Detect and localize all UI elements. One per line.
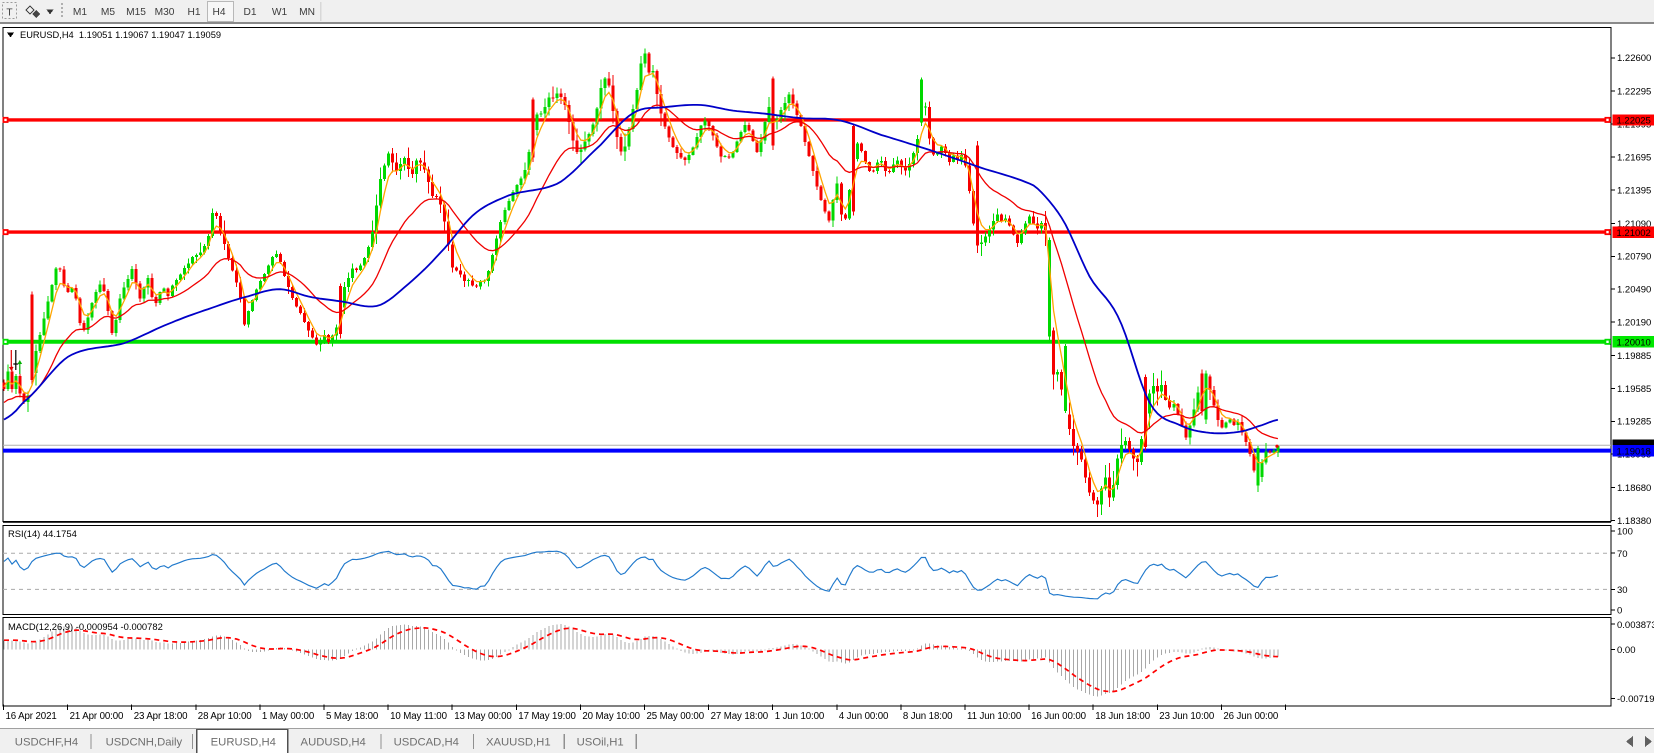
svg-text:23 Apr 18:00: 23 Apr 18:00 [134, 711, 188, 722]
svg-text:1.21695: 1.21695 [1617, 152, 1651, 163]
svg-text:1.19018: 1.19018 [1617, 446, 1651, 457]
svg-text:USDCNH,Daily: USDCNH,Daily [106, 737, 183, 749]
svg-text:26 Jun 00:00: 26 Jun 00:00 [1223, 711, 1279, 722]
svg-text:1.18680: 1.18680 [1617, 483, 1651, 494]
svg-text:H1: H1 [187, 7, 200, 18]
svg-text:27 May 18:00: 27 May 18:00 [711, 711, 769, 722]
svg-text:-0.007195: -0.007195 [1617, 694, 1654, 705]
svg-text:1.18380: 1.18380 [1617, 516, 1651, 527]
svg-text:1.20190: 1.20190 [1617, 318, 1651, 329]
svg-text:10 May 11:00: 10 May 11:00 [390, 711, 447, 722]
svg-text:1.20490: 1.20490 [1617, 285, 1651, 296]
svg-text:100: 100 [1617, 527, 1633, 538]
svg-text:USDCAD,H4: USDCAD,H4 [394, 737, 459, 749]
svg-text:16 Jun 00:00: 16 Jun 00:00 [1031, 711, 1087, 722]
svg-text:1.22025: 1.22025 [1617, 116, 1651, 127]
svg-text:70: 70 [1617, 549, 1628, 560]
svg-text:30: 30 [1617, 585, 1628, 596]
svg-text:M15: M15 [126, 7, 146, 18]
svg-text:1 Jun 10:00: 1 Jun 10:00 [775, 711, 825, 722]
svg-text:21 Apr 00:00: 21 Apr 00:00 [70, 711, 124, 722]
svg-text:5 May 18:00: 5 May 18:00 [326, 711, 379, 722]
svg-text:4 Jun 00:00: 4 Jun 00:00 [839, 711, 889, 722]
svg-text:8 Jun 18:00: 8 Jun 18:00 [903, 711, 953, 722]
svg-text:RSI(14) 44.1754: RSI(14) 44.1754 [8, 528, 77, 539]
svg-text:M5: M5 [101, 7, 115, 18]
svg-text:16 Apr 2021: 16 Apr 2021 [6, 711, 57, 722]
svg-text:28 Apr 10:00: 28 Apr 10:00 [198, 711, 252, 722]
svg-text:T: T [6, 8, 12, 19]
svg-text:23 Jun 10:00: 23 Jun 10:00 [1159, 711, 1215, 722]
svg-text:USDCHF,H4: USDCHF,H4 [15, 737, 78, 749]
svg-text:EURUSD,H4 1.19051 1.19067 1.1: EURUSD,H4 1.19051 1.19067 1.19047 1.1905… [20, 30, 221, 40]
svg-text:MN: MN [299, 7, 315, 18]
svg-text:M1: M1 [73, 7, 87, 18]
svg-text:1.19585: 1.19585 [1617, 384, 1651, 395]
svg-text:D1: D1 [243, 7, 256, 18]
svg-text:XAUUSD,H1: XAUUSD,H1 [486, 737, 551, 749]
svg-text:1.22295: 1.22295 [1617, 87, 1651, 98]
svg-text:H4: H4 [212, 7, 225, 18]
svg-text:EURUSD,H4: EURUSD,H4 [211, 737, 276, 749]
svg-text:1.21090: 1.21090 [1617, 219, 1651, 230]
svg-text:W1: W1 [272, 7, 288, 18]
svg-text:1.21002: 1.21002 [1617, 228, 1651, 239]
svg-text:1.19885: 1.19885 [1617, 351, 1651, 362]
svg-text:USOil,H1: USOil,H1 [577, 737, 624, 749]
svg-text:17 May 19:00: 17 May 19:00 [518, 711, 576, 722]
svg-text:M30: M30 [155, 7, 175, 18]
svg-text:1.21395: 1.21395 [1617, 185, 1651, 196]
svg-text:13 May 00:00: 13 May 00:00 [454, 711, 512, 722]
svg-text:0: 0 [1617, 606, 1622, 617]
svg-text:18 Jun 18:00: 18 Jun 18:00 [1095, 711, 1151, 722]
svg-text:20 May 10:00: 20 May 10:00 [582, 711, 640, 722]
svg-text:MACD(12,26,9) -0.000954 -0.000: MACD(12,26,9) -0.000954 -0.000782 [8, 621, 163, 632]
svg-text:1.20010: 1.20010 [1617, 338, 1651, 349]
svg-text:1 May 00:00: 1 May 00:00 [262, 711, 315, 722]
svg-text:1.20790: 1.20790 [1617, 252, 1651, 263]
svg-text:25 May 00:00: 25 May 00:00 [647, 711, 705, 722]
svg-text:0.003873: 0.003873 [1617, 620, 1654, 631]
svg-text:11 Jun 10:00: 11 Jun 10:00 [967, 711, 1022, 722]
svg-text:1.19285: 1.19285 [1617, 417, 1651, 428]
svg-text:1.22600: 1.22600 [1617, 53, 1651, 64]
svg-text:0.00: 0.00 [1617, 645, 1636, 656]
svg-text:AUDUSD,H4: AUDUSD,H4 [301, 737, 366, 749]
